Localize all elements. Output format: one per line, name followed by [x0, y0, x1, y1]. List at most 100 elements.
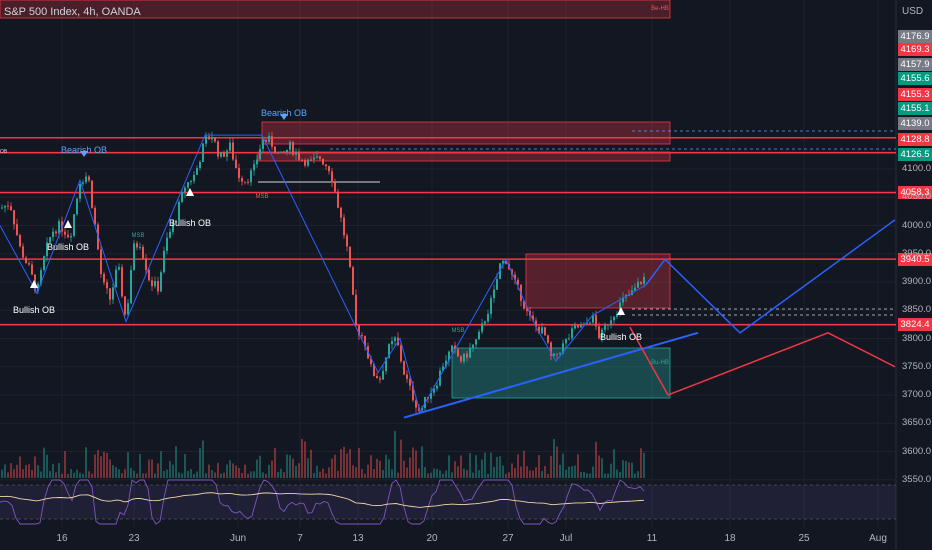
- candle-body: [85, 176, 87, 183]
- volume-bar: [613, 449, 615, 478]
- time-tick: Aug: [869, 533, 887, 544]
- candle-body: [358, 325, 360, 336]
- candle-body: [262, 139, 264, 149]
- volume-bar: [262, 472, 264, 478]
- candle-body: [469, 348, 471, 358]
- time-tick: 23: [128, 533, 140, 544]
- volume-bar: [547, 473, 549, 478]
- time-tick: 11: [646, 533, 658, 544]
- candle-body: [256, 159, 258, 165]
- candle-body: [160, 272, 162, 292]
- volume-bar: [439, 470, 441, 478]
- volume-bar: [217, 462, 219, 478]
- volume-bar: [148, 459, 150, 478]
- candle-body: [208, 136, 210, 140]
- symbol-title[interactable]: S&P 500 Index, 4h, OANDA: [4, 6, 141, 18]
- volume-bar: [568, 466, 570, 478]
- zone-tag: Bu-HB: [651, 360, 669, 366]
- volume-bar: [169, 461, 171, 478]
- volume-bar: [4, 464, 6, 478]
- candle-body: [40, 270, 42, 284]
- candle-body: [91, 180, 93, 208]
- candle-body: [16, 224, 18, 236]
- volume-bar: [163, 470, 165, 478]
- candle-body: [454, 345, 456, 350]
- volume-bar: [115, 467, 117, 478]
- candle-body: [376, 375, 378, 379]
- order-block-zone: [0, 0, 671, 19]
- bullish-arrow-icon: [30, 280, 38, 288]
- volume-bar: [10, 463, 12, 478]
- volume-bar: [421, 446, 423, 478]
- volume-bar: [496, 456, 498, 478]
- candle-body: [601, 329, 603, 339]
- time-tick: 27: [502, 533, 514, 544]
- volume-bar: [631, 462, 633, 478]
- volume-bar: [589, 473, 591, 478]
- candle-body: [343, 217, 345, 236]
- order-block-zone: [261, 121, 671, 145]
- price-tick: 4050.0: [902, 191, 932, 203]
- volume-bar: [451, 472, 453, 478]
- volume-bar: [478, 470, 480, 478]
- candle-body: [331, 171, 333, 183]
- candle-body: [175, 220, 177, 223]
- candle-body: [145, 258, 147, 270]
- volume-bar: [301, 438, 303, 478]
- volume-bar: [466, 470, 468, 478]
- candle-body: [289, 141, 291, 150]
- volume-bar: [328, 467, 330, 478]
- candle-body: [229, 142, 231, 151]
- candle-body: [28, 263, 30, 265]
- volume-bar: [313, 472, 315, 478]
- candle-body: [127, 303, 129, 315]
- volume-bar: [640, 448, 642, 478]
- candle-body: [7, 205, 9, 207]
- volume-bar: [403, 460, 405, 478]
- rsi-ma-line: [0, 492, 645, 508]
- volume-bar: [598, 455, 600, 478]
- candle-body: [583, 323, 585, 326]
- volume-bar: [94, 454, 96, 478]
- candle-body: [415, 400, 417, 408]
- time-tick: Jun: [229, 533, 247, 544]
- volume-bar: [187, 470, 189, 478]
- volume-bar: [85, 447, 87, 478]
- volume-bar: [634, 473, 636, 478]
- candle-body: [280, 151, 282, 153]
- candle-body: [73, 214, 75, 237]
- order-block-zone: [525, 253, 671, 309]
- price-tick: 3900.0: [902, 276, 932, 287]
- candle-body: [199, 161, 201, 169]
- volume-bar: [112, 465, 114, 478]
- volume-bar: [265, 473, 267, 478]
- volume-bar: [583, 472, 585, 478]
- msb-label: MSB: [255, 194, 269, 200]
- volume-bar: [88, 471, 90, 478]
- volume-bar: [469, 453, 471, 478]
- candle-body: [565, 338, 567, 344]
- volume-bar: [256, 459, 258, 478]
- candle-body: [283, 151, 285, 153]
- candle-body: [103, 273, 105, 283]
- candle-body: [319, 156, 321, 159]
- price-tick: 3650.0: [902, 417, 932, 429]
- bullish-arrow-icon: [617, 307, 625, 315]
- volume-bar: [7, 472, 9, 478]
- candle-body: [445, 360, 447, 367]
- volume-bar: [49, 470, 51, 478]
- candle-body: [184, 187, 186, 193]
- price-tick: 3750.0: [902, 360, 932, 372]
- candle-body: [532, 315, 534, 321]
- candle-body: [436, 385, 438, 389]
- volume-bar: [46, 454, 48, 478]
- volume-bar: [196, 471, 198, 478]
- candle-body: [292, 141, 294, 155]
- volume-bar: [481, 459, 483, 478]
- volume-bar: [268, 464, 270, 478]
- volume-bar: [370, 455, 372, 478]
- candle-body: [154, 280, 156, 287]
- bearish-arrow-icon: [280, 114, 288, 120]
- volume-bar: [259, 455, 261, 478]
